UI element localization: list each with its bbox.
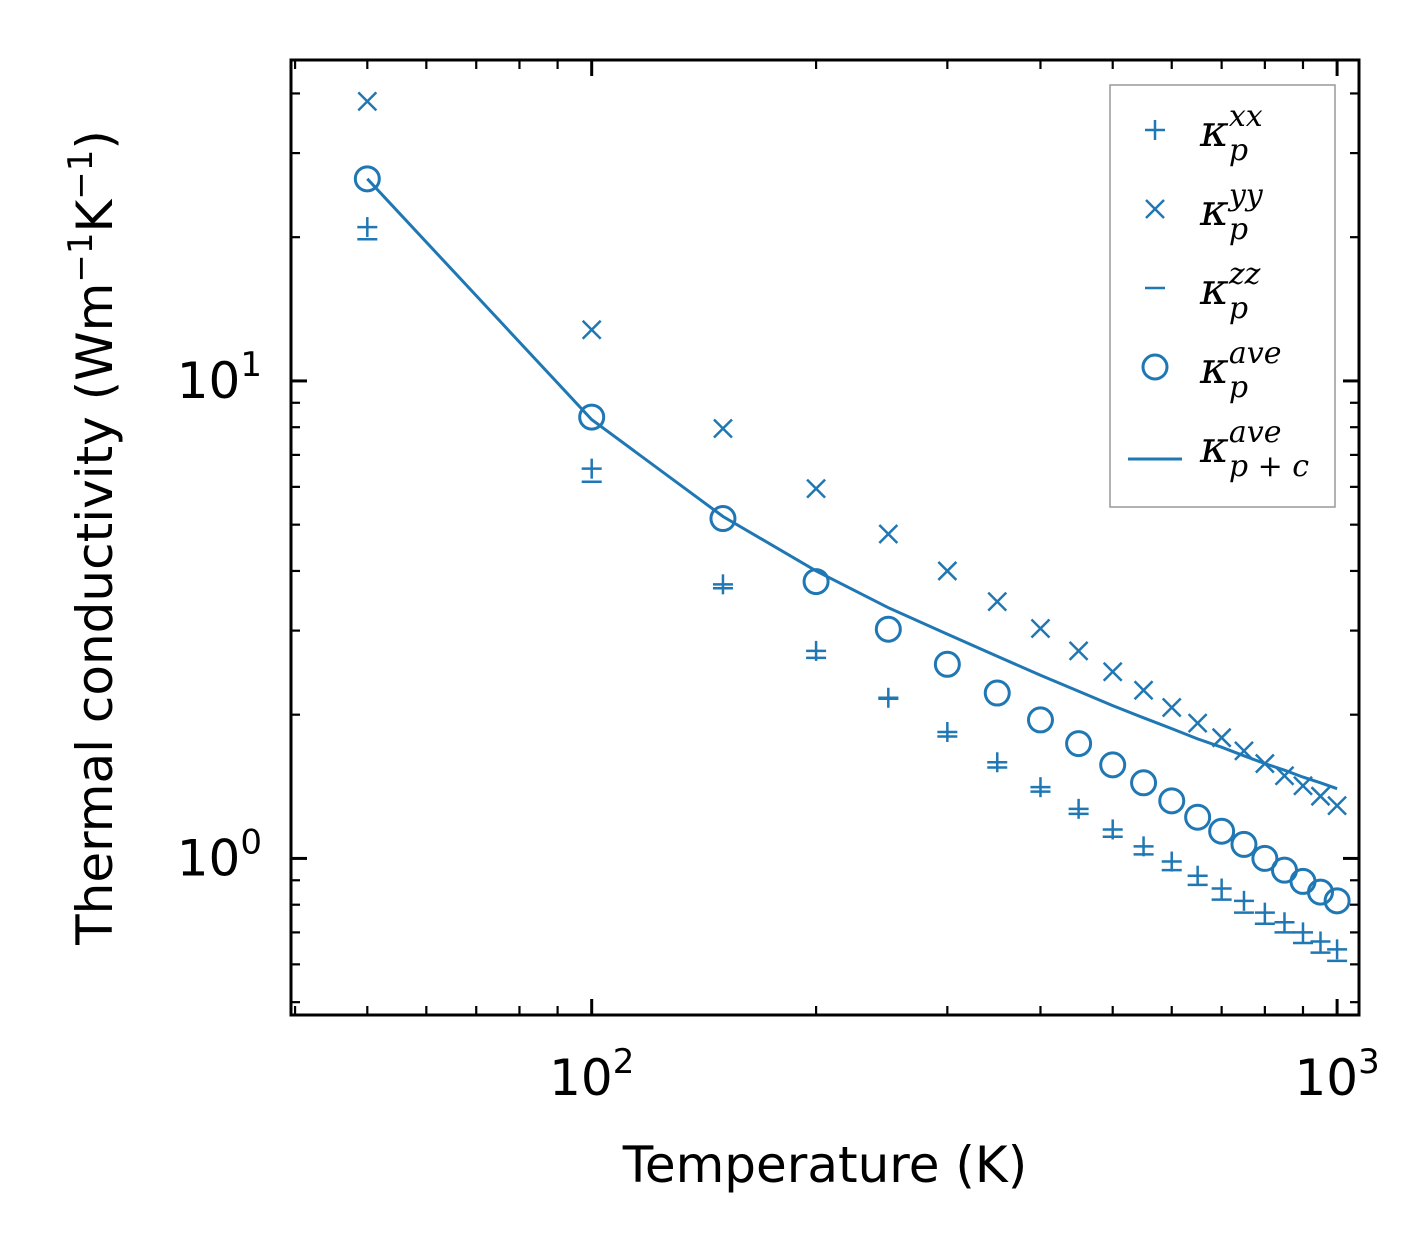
series-layer — [353, 91, 1351, 963]
legend-entry-kave: κave p — [1141, 336, 1281, 405]
series-kave — [353, 165, 1351, 915]
legend-entry-kxx: κxx p — [1145, 99, 1263, 168]
point-kyy — [1327, 795, 1347, 816]
point-kxx — [1187, 865, 1208, 886]
point-kxx — [1068, 798, 1089, 819]
plot-frame — [289, 58, 1361, 1017]
legend-label: κyy p — [1199, 178, 1264, 247]
series-kxx — [357, 217, 1348, 960]
legend-label: κxx p — [1199, 99, 1263, 168]
point-kyy-b — [1187, 713, 1208, 734]
point-kyy-b — [987, 591, 1008, 612]
point-kyy-b — [1327, 795, 1347, 816]
point-kxx — [1274, 912, 1295, 933]
point-kxx — [1161, 851, 1182, 872]
series-line-kave_pc — [366, 177, 1338, 791]
point-kxx — [357, 217, 378, 238]
point-kave — [874, 615, 902, 643]
point-kyy-b — [357, 91, 378, 112]
tick-labels: 102 103 100 101 — [177, 345, 1380, 1107]
point-kxx — [1292, 922, 1313, 943]
point-kyy-b — [1161, 697, 1182, 718]
point-kxx — [1233, 890, 1254, 911]
point-kave — [933, 650, 961, 678]
legend-marker — [1145, 120, 1165, 140]
point-kyy-b — [878, 524, 899, 544]
point-kyy — [1102, 661, 1123, 682]
point-kave — [1065, 730, 1093, 758]
legend-box — [1109, 84, 1336, 508]
series-kzz — [357, 238, 1348, 963]
point-kyy — [713, 418, 733, 439]
point-kyy-b — [1133, 680, 1154, 701]
point-kyy-b — [1030, 618, 1051, 639]
point-kyy-b — [1102, 661, 1123, 682]
point-kave — [353, 165, 381, 193]
y-axis-label: Thermal conductivity (Wm−1K−1) — [61, 130, 124, 946]
point-kave — [1099, 751, 1127, 779]
point-kxx — [581, 458, 602, 479]
y-tick-label: 100 — [177, 822, 262, 887]
point-kyy — [1161, 697, 1182, 718]
point-kyy-b — [806, 478, 826, 499]
point-kyy — [806, 478, 826, 499]
point-kyy-b — [937, 561, 958, 581]
point-kave — [1158, 787, 1186, 815]
legend-marker — [1145, 199, 1165, 219]
point-kyy — [1133, 680, 1154, 701]
legend-entry-kave_pc: κave p + c — [1128, 415, 1309, 484]
point-kxx — [1327, 939, 1348, 960]
legend: κxx p κyy p κzz p κave p κave p + c — [1109, 84, 1336, 508]
point-kxx — [937, 721, 958, 742]
point-kyy — [878, 524, 899, 544]
point-kyy — [1187, 713, 1208, 734]
point-kxx — [712, 574, 733, 595]
point-kxx — [1310, 931, 1331, 952]
point-kyy — [1310, 786, 1331, 807]
legend-marker-b — [1145, 199, 1165, 219]
legend-label: κave p — [1199, 336, 1281, 405]
point-kyy-b — [1068, 641, 1089, 661]
point-kyy — [1030, 618, 1051, 639]
point-kxx — [1211, 878, 1232, 899]
point-kave — [1251, 844, 1279, 872]
point-kyy-b — [581, 319, 602, 340]
legend-entry-kyy: κyy p — [1145, 178, 1264, 247]
series-kyy — [357, 91, 1347, 816]
major-ticks — [291, 60, 1359, 1015]
point-kyy — [987, 591, 1008, 612]
point-kyy — [1068, 641, 1089, 661]
point-kave — [1026, 706, 1054, 734]
point-kyy-b — [1310, 786, 1331, 807]
point-kyy — [357, 91, 378, 112]
point-kave — [709, 505, 737, 533]
point-kave — [1230, 830, 1258, 858]
point-kyy-b — [1274, 765, 1295, 786]
point-kave — [983, 679, 1011, 707]
point-kxx — [1030, 777, 1051, 798]
point-kyy-b — [713, 418, 733, 439]
legend-marker — [1141, 353, 1169, 381]
point-kxx — [1133, 836, 1154, 857]
point-kxx — [987, 752, 1008, 773]
point-kave — [1184, 803, 1212, 831]
x-tick-label: 102 — [549, 1042, 634, 1107]
legend-label: κave p + c — [1199, 415, 1309, 484]
point-kyy — [937, 561, 958, 581]
point-kave — [1306, 878, 1334, 906]
point-kave — [1323, 887, 1351, 915]
series-kave_pc — [366, 177, 1338, 791]
point-kxx — [1254, 902, 1275, 923]
legend-entry-kzz: κzz p — [1145, 257, 1261, 326]
legend-label: κzz p — [1199, 257, 1261, 326]
point-kyy-b — [1234, 740, 1254, 761]
x-tick-label: 103 — [1294, 1042, 1379, 1107]
point-kave — [578, 403, 606, 431]
point-kyy — [581, 319, 602, 340]
x-axis-label: Temperature (K) — [622, 1136, 1027, 1194]
point-kave — [1208, 817, 1236, 845]
y-tick-label: 101 — [177, 345, 262, 410]
point-kave — [1130, 769, 1158, 797]
